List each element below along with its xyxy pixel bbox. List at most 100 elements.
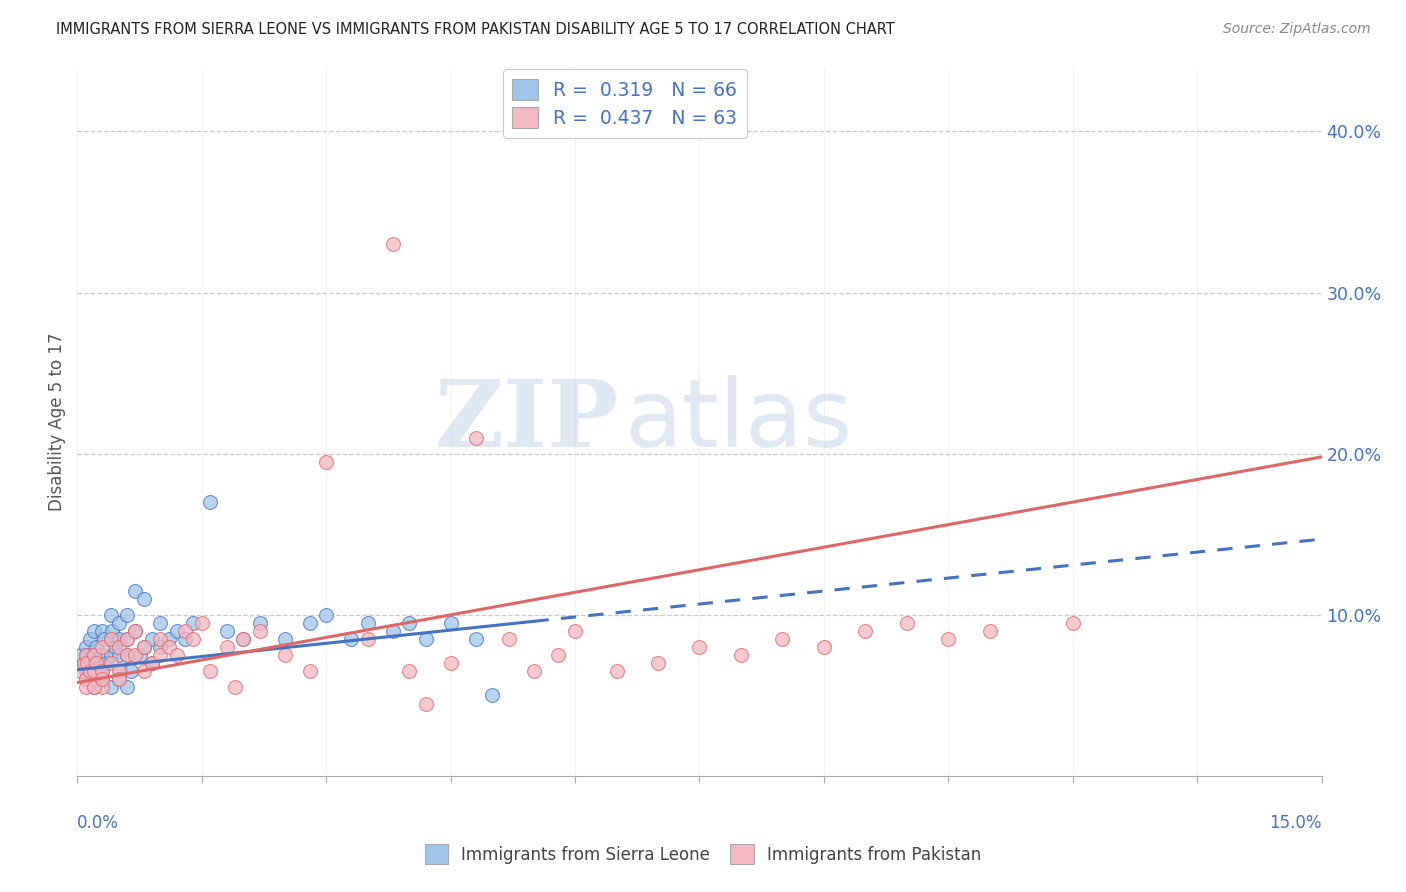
Point — [110, 665, 132, 679]
Point — [166, 624, 188, 638]
Point — [91, 681, 114, 695]
Point — [108, 665, 131, 679]
Point — [232, 632, 254, 646]
Text: 0.0%: 0.0% — [77, 814, 120, 831]
Point — [77, 665, 100, 679]
Point — [183, 615, 205, 630]
Point — [141, 657, 163, 671]
Point — [398, 615, 420, 630]
Point — [149, 648, 172, 662]
Point — [498, 632, 520, 646]
Point — [415, 632, 437, 646]
Point — [124, 624, 146, 638]
Text: 15.0%: 15.0% — [1270, 814, 1322, 831]
Point — [979, 624, 1001, 638]
Point — [938, 632, 960, 646]
Point — [108, 615, 131, 630]
Point — [166, 648, 188, 662]
Point — [75, 648, 97, 662]
Point — [124, 624, 146, 638]
Point — [70, 665, 93, 679]
Point — [91, 648, 114, 662]
Point — [108, 673, 131, 687]
Point — [75, 681, 97, 695]
Text: IMMIGRANTS FROM SIERRA LEONE VS IMMIGRANTS FROM PAKISTAN DISABILITY AGE 5 TO 17 : IMMIGRANTS FROM SIERRA LEONE VS IMMIGRAN… — [56, 22, 896, 37]
Point — [93, 632, 115, 646]
Point — [249, 615, 271, 630]
Point — [357, 615, 380, 630]
Point — [100, 632, 122, 646]
Point — [772, 632, 794, 646]
Point — [83, 681, 105, 695]
Point — [73, 657, 96, 671]
Point — [157, 640, 180, 654]
Point — [86, 640, 108, 654]
Point — [83, 665, 105, 679]
Point — [101, 624, 124, 638]
Point — [464, 632, 486, 646]
Point — [132, 591, 155, 606]
Point — [298, 615, 321, 630]
Point — [274, 648, 297, 662]
Point — [315, 607, 337, 622]
Point — [606, 665, 628, 679]
Y-axis label: Disability Age 5 to 17: Disability Age 5 to 17 — [48, 332, 66, 511]
Point — [340, 632, 363, 646]
Point — [440, 615, 463, 630]
Point — [191, 615, 214, 630]
Point — [100, 648, 122, 662]
Point — [75, 673, 97, 687]
Point — [87, 657, 110, 671]
Point — [91, 673, 114, 687]
Point — [481, 689, 503, 703]
Point — [896, 615, 918, 630]
Point — [132, 640, 155, 654]
Point — [547, 648, 569, 662]
Point — [91, 640, 114, 654]
Point — [564, 624, 586, 638]
Point — [83, 648, 105, 662]
Point — [75, 665, 97, 679]
Point — [183, 632, 205, 646]
Point — [381, 237, 404, 252]
Text: ZIP: ZIP — [434, 376, 619, 467]
Point — [157, 632, 180, 646]
Point — [128, 648, 150, 662]
Point — [232, 632, 254, 646]
Point — [108, 632, 131, 646]
Point — [91, 665, 114, 679]
Point — [115, 632, 138, 646]
Point — [79, 632, 101, 646]
Point — [75, 673, 97, 687]
Point — [174, 624, 197, 638]
Point — [523, 665, 546, 679]
Point — [132, 640, 155, 654]
Point — [124, 648, 146, 662]
Point — [357, 632, 380, 646]
Point — [215, 640, 238, 654]
Point — [73, 657, 96, 671]
Point — [79, 657, 101, 671]
Point — [141, 657, 163, 671]
Text: Source: ZipAtlas.com: Source: ZipAtlas.com — [1223, 22, 1371, 37]
Point — [141, 632, 163, 646]
Point — [124, 583, 146, 598]
Point — [174, 632, 197, 646]
Point — [274, 632, 297, 646]
Text: atlas: atlas — [624, 376, 853, 467]
Point — [82, 648, 104, 662]
Point — [215, 624, 238, 638]
Point — [249, 624, 271, 638]
Point — [298, 665, 321, 679]
Point — [115, 681, 138, 695]
Point — [84, 665, 107, 679]
Point — [415, 697, 437, 711]
Point — [108, 640, 131, 654]
Legend: Immigrants from Sierra Leone, Immigrants from Pakistan: Immigrants from Sierra Leone, Immigrants… — [418, 838, 988, 871]
Point — [120, 665, 142, 679]
Point — [83, 681, 105, 695]
Point — [75, 640, 97, 654]
Legend: R =  0.319   N = 66, R =  0.437   N = 63: R = 0.319 N = 66, R = 0.437 N = 63 — [503, 70, 747, 137]
Point — [198, 665, 221, 679]
Point — [855, 624, 877, 638]
